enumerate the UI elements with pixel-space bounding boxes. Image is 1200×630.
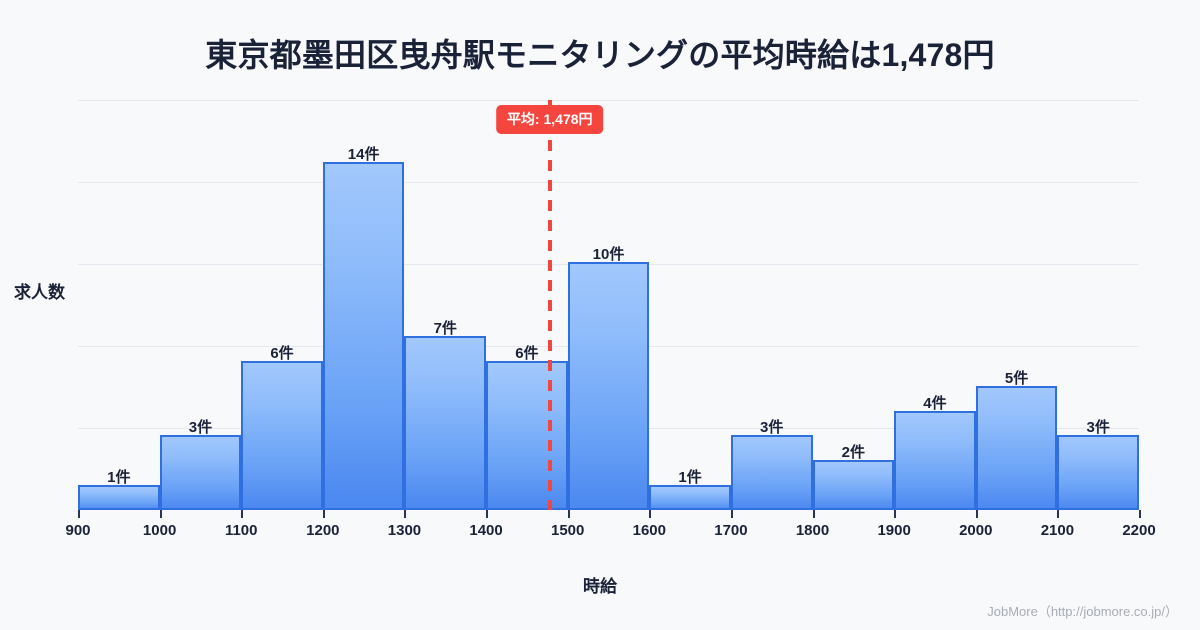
x-axis-tick-label: 1900 [877,522,911,539]
bar-value-label: 2件 [841,444,865,462]
x-axis-tick-label: 1200 [306,522,340,539]
x-axis-tick [567,510,570,518]
x-axis-tick [730,510,733,518]
bar-value-label: 7件 [433,320,457,338]
bar[interactable] [78,485,160,510]
bar[interactable] [975,385,1058,510]
x-axis-tick [812,510,815,518]
bar-value-label: 1件 [678,469,702,487]
x-axis-tick-label: 1100 [224,522,258,539]
bar-value-label: 6件 [515,344,539,362]
x-axis-tick [159,510,162,518]
y-axis-title: 求人数 [14,283,65,302]
x-axis-tick [241,510,244,518]
x-axis-line [78,508,1139,510]
x-axis-tick-label: 1600 [632,522,666,539]
x-axis-tick [404,510,407,518]
x-axis-tick-label: 1500 [551,522,585,539]
x-axis-tick [894,510,897,518]
x-axis-tick-label: 1300 [387,522,422,539]
x-axis-tick-label: 1000 [142,522,177,539]
bar[interactable] [812,460,895,510]
bar-value-label: 1件 [107,469,131,487]
bar-value-label: 10件 [592,245,625,263]
x-axis-tick-label: 1700 [714,522,748,539]
bar[interactable] [404,336,487,510]
bar[interactable] [567,261,650,510]
x-axis-tick-label: 2000 [959,522,993,539]
bar-value-label: 14件 [347,146,380,164]
x-axis-tick [1139,510,1141,518]
watermark: JobMore（http://jobmore.co.jp/） [987,604,1178,619]
x-axis-tick-label: 1400 [469,522,503,539]
x-axis-tick [322,510,325,518]
average-line [547,100,552,510]
bar-value-label: 6件 [270,344,294,362]
bar-value-label: 3件 [760,419,784,437]
bar-value-label: 3件 [1086,419,1110,437]
gridline [78,182,1139,183]
x-axis-tick-label: 2100 [1040,522,1075,539]
x-axis-tick [649,510,652,518]
page-title: 東京都墨田区曳舟駅モニタリングの平均時給は1,478円 [205,37,995,73]
bars-layer: 1件 3件 6件 14件 7件 6件 10件 1件 3件 2件 4件 5件 3件 [78,100,1141,518]
x-axis-tick [975,510,978,518]
x-axis-tick [486,510,489,518]
bar[interactable] [322,162,405,510]
bar-value-label: 4件 [923,394,947,412]
average-badge: 平均: 1,478円 [495,105,604,134]
x-axis-title: 時給 [583,577,617,596]
bar[interactable] [486,360,568,510]
gridline [78,100,1139,101]
x-axis-tick-label: 2200 [1122,522,1156,539]
x-axis-tick-label: 1800 [795,522,830,539]
bar-value-label: 3件 [188,419,213,437]
x-axis-tick-label: 900 [65,522,91,539]
bar[interactable] [241,360,323,510]
x-axis-tick [78,510,80,518]
bar[interactable] [730,435,813,510]
bar[interactable] [1057,435,1139,510]
bar-value-label: 5件 [1004,369,1029,387]
bar[interactable] [649,485,731,510]
x-axis-tick [1057,510,1060,518]
bar[interactable] [894,410,976,510]
bar[interactable] [159,435,242,510]
plot-area: 1件 3件 6件 14件 7件 6件 10件 1件 3件 2件 4件 5件 3件 [78,100,1141,518]
